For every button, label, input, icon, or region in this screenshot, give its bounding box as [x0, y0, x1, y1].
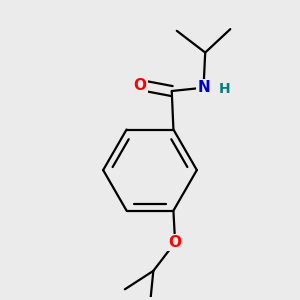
Text: N: N — [197, 80, 210, 95]
Text: O: O — [134, 77, 146, 92]
Text: H: H — [218, 82, 230, 96]
Text: O: O — [169, 235, 182, 250]
